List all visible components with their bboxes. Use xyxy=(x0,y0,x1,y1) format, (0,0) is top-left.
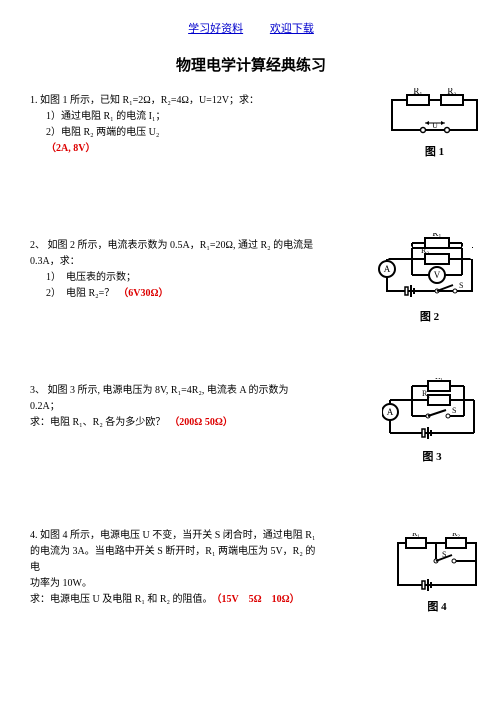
problem-3-answer: （200Ω 50Ω） xyxy=(165,417,233,428)
problem-4: 4. 如图 4 所示，电源电压 U 不变，当开关 S 闭合时，通过电阻 R₁ 的… xyxy=(30,528,472,613)
circuit-4-svg: R₁ R₂ S xyxy=(392,533,482,593)
fig1-r1-label: R₁ xyxy=(413,88,422,96)
problem-1-text: 1. 如图 1 所示，已知 R₁=2Ω，R₂=4Ω，U=12V；求： 1）通过电… xyxy=(30,93,320,157)
fig2-s-label: S xyxy=(459,281,463,290)
figure-4: R₁ R₂ S 图 4 xyxy=(392,533,482,614)
problem-3: 3、 如图 3 所示, 电源电压为 8V, R₁=4R₂, 电流表 A 的示数为… xyxy=(30,383,472,468)
problem-3-sub1: 求：电阻 R₁、R₂ 各为多少欧？ xyxy=(30,417,165,428)
problem-4-intro: 如图 4 所示，电源电压 U 不变，当开关 S 闭合时，通过电阻 R₁ xyxy=(40,530,315,541)
fig3-a-label: A xyxy=(387,407,394,417)
fig1-r2-label: R₂ xyxy=(447,88,456,96)
problem-4-sub1: 求：电源电压 U 及电阻 R₁ 和 R₂ 的阻值。 xyxy=(30,594,213,605)
problem-2-text: 2、 如图 2 所示，电流表示数为 0.5A，R₁=20Ω, 通过 R₂ 的电流… xyxy=(30,238,320,302)
fig3-r2-label: R₂ xyxy=(422,389,430,398)
fig2-a-label: A xyxy=(384,264,391,274)
problem-2-sub1: 1） 电压表的示数； xyxy=(30,270,320,286)
figure-2-label: 图 2 xyxy=(377,308,482,324)
fig2-r1-label: R₁ xyxy=(432,233,441,238)
circuit-3-svg: R₁ R₂ A S xyxy=(382,378,482,443)
problem-1: 1. 如图 1 所示，已知 R₁=2Ω，R₂=4Ω，U=12V；求： 1）通过电… xyxy=(30,93,472,178)
problem-4-intro2: 的电流为 3A。当电路中开关 S 断开时，R₁ 两端电压为 5V，R₂ 的电 xyxy=(30,544,320,576)
problem-2-intro: 如图 2 所示，电流表示数为 0.5A，R₁=20Ω, 通过 R₂ 的电流是 xyxy=(48,240,314,251)
problem-1-sub1: 1）通过电阻 R₁ 的电流 I₁； xyxy=(30,109,320,125)
link-download[interactable]: 欢迎下载 xyxy=(270,23,314,35)
problem-2-answer: （6V30Ω） xyxy=(114,288,168,299)
problem-3-text: 3、 如图 3 所示, 电源电压为 8V, R₁=4R₂, 电流表 A 的示数为… xyxy=(30,383,320,431)
figure-4-label: 图 4 xyxy=(392,598,482,614)
problem-1-intro: 如图 1 所示，已知 R₁=2Ω，R₂=4Ω，U=12V；求： xyxy=(40,95,259,106)
problem-2: 2、 如图 2 所示，电流表示数为 0.5A，R₁=20Ω, 通过 R₂ 的电流… xyxy=(30,238,472,323)
figure-3: R₁ R₂ A S xyxy=(382,378,482,464)
figure-1-label: 图 1 xyxy=(387,143,482,159)
fig3-r1-label: R₁ xyxy=(435,378,443,381)
figure-1: R₁ R₂ U 图 1 xyxy=(387,88,482,159)
figure-2: R₁ R₂ A V xyxy=(377,233,482,324)
problem-4-answer: （15V 5Ω 10Ω） xyxy=(213,594,300,605)
fig4-s-label: S xyxy=(442,550,446,559)
header-links: 学习好资料 欢迎下载 xyxy=(30,20,472,36)
problem-1-sub2: 2）电阻 R₂ 两端的电压 U₂ xyxy=(30,125,320,141)
problem-2-intro2: 0.3A，求： xyxy=(30,254,320,270)
fig4-r1-label: R₁ xyxy=(412,533,420,538)
page-title: 物理电学计算经典练习 xyxy=(30,54,472,75)
fig2-v-label: V xyxy=(434,270,441,280)
problem-1-num: 1. xyxy=(30,95,38,106)
circuit-2-svg: R₁ R₂ A V xyxy=(377,233,482,303)
problem-4-intro3: 功率为 10W。 xyxy=(30,576,320,592)
problem-3-num: 3、 xyxy=(30,385,45,396)
problem-3-intro: 如图 3 所示, 电源电压为 8V, R₁=4R₂, 电流表 A 的示数为 0.… xyxy=(30,385,289,412)
problem-1-answer: （2A, 8V） xyxy=(30,141,320,157)
fig4-r2-label: R₂ xyxy=(452,533,460,538)
figure-3-label: 图 3 xyxy=(382,448,482,464)
link-study-material[interactable]: 学习好资料 xyxy=(188,23,243,35)
fig1-u-label: U xyxy=(432,121,438,130)
circuit-1-svg: R₁ R₂ U xyxy=(387,88,482,138)
problem-4-text: 4. 如图 4 所示，电源电压 U 不变，当开关 S 闭合时，通过电阻 R₁ 的… xyxy=(30,528,320,608)
fig2-r2-label: R₂ xyxy=(421,246,429,255)
fig3-s-label: S xyxy=(452,406,456,415)
problem-2-num: 2、 xyxy=(30,240,45,251)
problem-4-num: 4. xyxy=(30,530,38,541)
problem-2-sub2: 2） 电阻 R₂=？ xyxy=(46,288,114,299)
